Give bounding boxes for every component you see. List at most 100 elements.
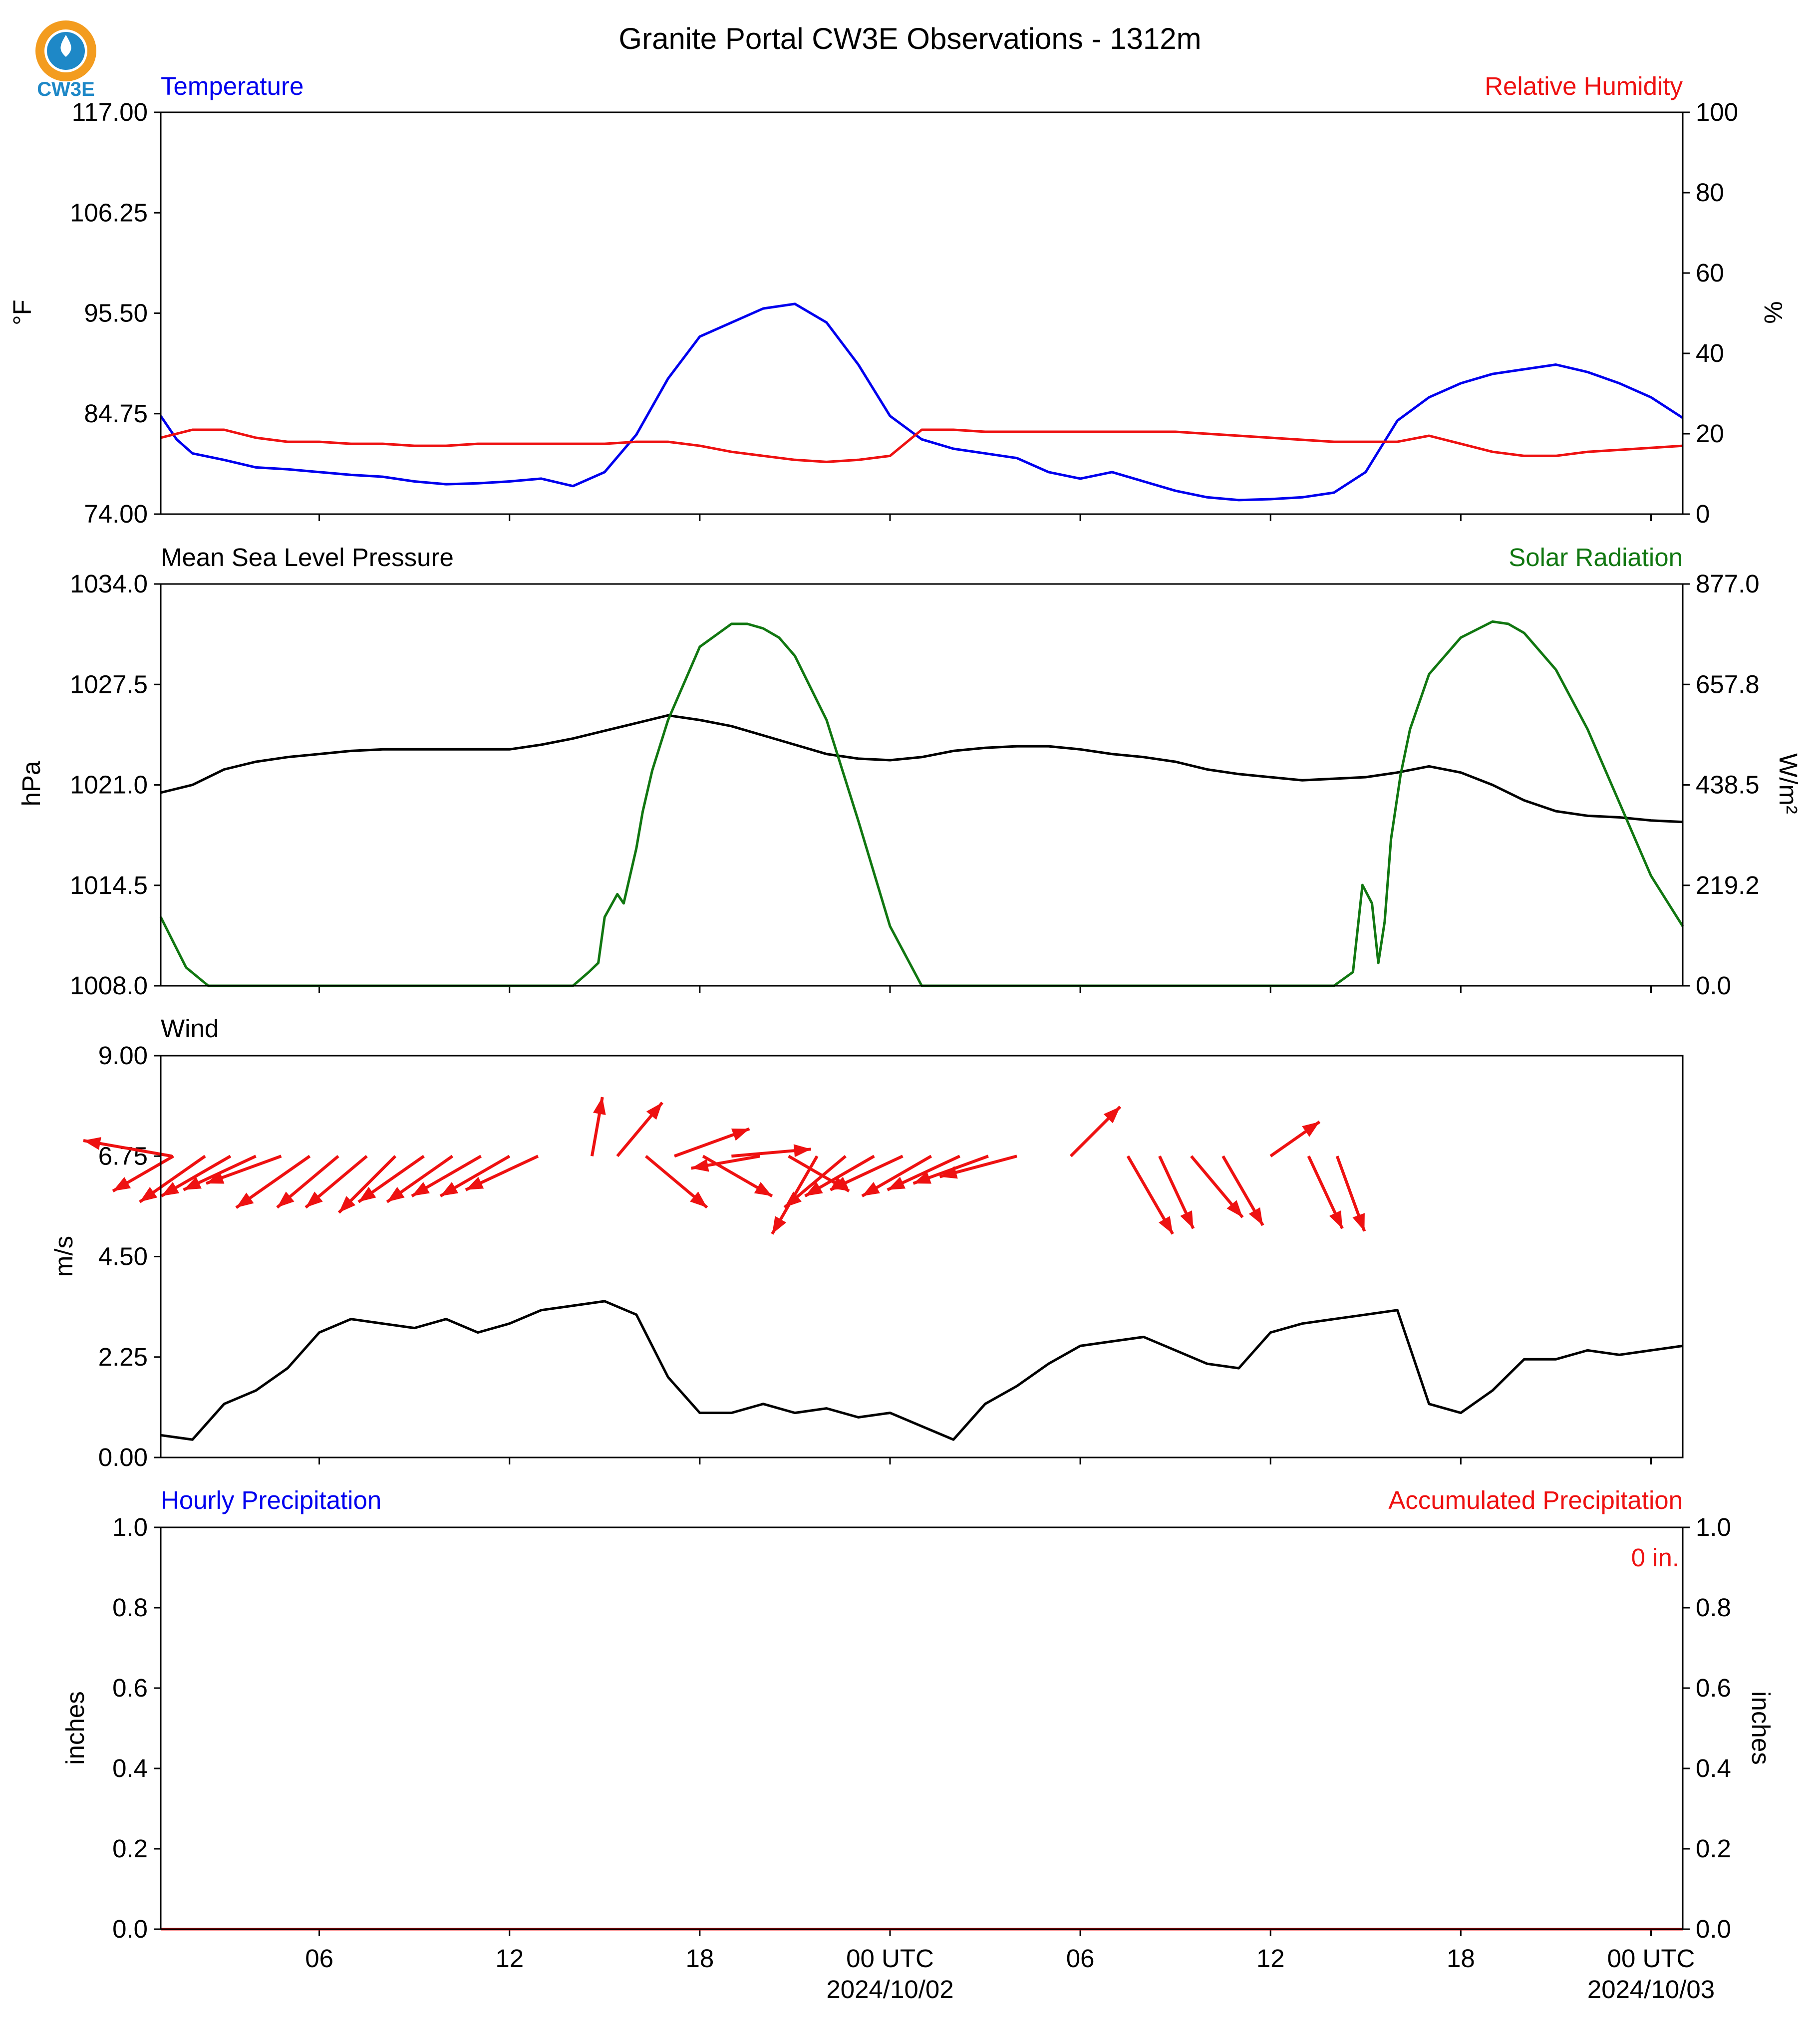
- y-tick-label-left: 2.25: [98, 1343, 148, 1371]
- y-tick-label-left: 4.50: [98, 1242, 148, 1271]
- series-line-mean-sea-level-pressure: [160, 714, 1683, 824]
- wind-arrow: [1307, 1155, 1344, 1229]
- wind-arrow: [1069, 1106, 1122, 1158]
- panel3-left-ticks: 0.002.254.506.759.00: [98, 1041, 161, 1471]
- y-tick-label-right: 60: [1696, 259, 1724, 287]
- y-tick-label-right: 0.2: [1696, 1834, 1731, 1863]
- wind-arrow: [276, 1155, 339, 1209]
- x-tick-label: 18: [1447, 1944, 1475, 1973]
- y-tick-label-right: 0.0: [1696, 1915, 1731, 1943]
- wind-arrow: [783, 1155, 847, 1209]
- wind-arrow-head: [754, 1181, 772, 1196]
- panel4-right-title: Accumulated Precipitation: [1388, 1486, 1683, 1514]
- wind-arrow-head: [358, 1186, 376, 1202]
- panel2-ylabel-right: W/m²: [1774, 753, 1803, 814]
- wind-arrow-head: [139, 1186, 158, 1202]
- panel4-frame: [160, 1526, 1684, 1930]
- wind-arrow-head: [305, 1191, 323, 1208]
- x-tick-label: 12: [495, 1944, 524, 1973]
- panel-precipitation: Hourly Precipitation Accumulated Precipi…: [61, 1486, 1775, 2004]
- wind-arrow-head: [690, 1191, 707, 1208]
- wind-arrow-head: [83, 1137, 101, 1150]
- panel2-right-title: Solar Radiation: [1509, 543, 1683, 572]
- panel4-ylabel-right: inches: [1747, 1691, 1775, 1764]
- x-tick-label: 00 UTC: [846, 1944, 934, 1973]
- wind-arrow: [337, 1155, 397, 1214]
- wind-arrow: [1269, 1120, 1321, 1158]
- wind-arrow-head: [113, 1176, 131, 1191]
- y-tick-label-left: 1027.5: [70, 670, 148, 698]
- y-tick-label-left: 0.2: [112, 1834, 148, 1863]
- panel1-frame: [160, 111, 1684, 515]
- wind-arrow-head: [440, 1181, 459, 1196]
- logo-text: CW3E: [37, 78, 95, 100]
- panel1-right-ticks: 0 20 40 60 80 100: [1683, 98, 1738, 528]
- panel3-left-title: Wind: [161, 1014, 219, 1043]
- wind-arrow: [411, 1155, 482, 1197]
- wind-arrow: [830, 1155, 904, 1191]
- wind-arrow-head: [939, 1166, 958, 1179]
- wind-arrow-head: [1180, 1210, 1194, 1229]
- y-tick-label-right: 40: [1696, 339, 1724, 367]
- y-tick-label-left: 0.0: [112, 1915, 148, 1943]
- logo-drop-icon: [60, 35, 71, 57]
- y-tick-label-left: 0.00: [98, 1443, 148, 1471]
- x-tick-label: 18: [685, 1944, 714, 1973]
- wind-arrow-head: [830, 1176, 849, 1190]
- panel1-left-title: Temperature: [161, 72, 303, 100]
- y-tick-label-left: 0.6: [112, 1674, 148, 1702]
- cw3e-logo: CW3E: [35, 20, 96, 100]
- panel1-right-title: Relative Humidity: [1485, 72, 1683, 100]
- wind-arrow-head: [387, 1186, 405, 1202]
- wind-arrow: [616, 1102, 663, 1158]
- wind-arrow: [804, 1155, 875, 1197]
- wind-arrow-head: [1352, 1213, 1365, 1231]
- y-tick-label-right: 80: [1696, 178, 1724, 207]
- wind-arrow-head: [793, 1144, 811, 1158]
- y-tick-label-left: 0.8: [112, 1593, 148, 1622]
- panel4-left-ticks: 0.0 0.2 0.4 0.6 0.8 1.0: [112, 1513, 161, 1943]
- wind-arrow: [1158, 1155, 1195, 1229]
- y-tick-label-left: 9.00: [98, 1041, 148, 1070]
- y-tick-label-right: 0.8: [1696, 1593, 1731, 1622]
- wind-arrow: [1335, 1156, 1366, 1232]
- wind-arrow: [357, 1155, 425, 1203]
- y-tick-label-right: 100: [1696, 98, 1738, 126]
- y-tick-label-left: 1008.0: [70, 971, 148, 1000]
- y-tick-label-left: 1014.5: [70, 871, 148, 899]
- wind-arrow: [691, 1155, 761, 1172]
- wind-arrow: [465, 1155, 539, 1191]
- wind-arrow-head: [161, 1181, 180, 1196]
- panel1-ylabel-right: %: [1759, 301, 1788, 323]
- wind-arrow-head: [338, 1196, 356, 1213]
- y-tick-label-right: 20: [1696, 419, 1724, 448]
- chart-title: Granite Portal CW3E Observations - 1312m: [618, 22, 1201, 55]
- panel2-left-ticks: 1008.0 1014.5 1021.0 1027.5 1034.0: [70, 570, 161, 1000]
- panel3-frame: [160, 1055, 1684, 1458]
- y-tick-label-right: 0.4: [1696, 1754, 1731, 1782]
- y-tick-label-right: 219.2: [1696, 871, 1760, 899]
- panel2-frame: [160, 583, 1684, 987]
- y-tick-label-left: 1021.0: [70, 771, 148, 799]
- wind-arrow-head: [465, 1176, 484, 1190]
- wind-arrow: [386, 1155, 454, 1203]
- x-tick-label: 06: [1066, 1944, 1095, 1973]
- panel2-left-title: Mean Sea Level Pressure: [161, 543, 454, 572]
- panel-temperature-humidity: Temperature Relative Humidity °F % 74.00…: [8, 72, 1788, 528]
- wind-arrow: [939, 1155, 1017, 1179]
- y-tick-label-right: 877.0: [1696, 570, 1760, 598]
- wind-arrow-head: [772, 1216, 787, 1234]
- wind-arrow-head: [183, 1176, 202, 1190]
- wind-arrow: [861, 1155, 932, 1197]
- wind-arrow: [304, 1155, 368, 1209]
- wind-arrow-head: [411, 1181, 430, 1196]
- logo-ring-icon: [35, 20, 96, 81]
- wind-arrow-head: [887, 1176, 906, 1190]
- y-tick-label-left: 74.00: [84, 500, 148, 528]
- panel2-right-ticks: 0.0 219.2 438.5 657.8 877.0: [1683, 570, 1760, 1000]
- y-tick-label-right: 0.6: [1696, 1674, 1731, 1702]
- panel1-ylabel-left: °F: [8, 299, 36, 325]
- wind-arrow: [644, 1155, 708, 1209]
